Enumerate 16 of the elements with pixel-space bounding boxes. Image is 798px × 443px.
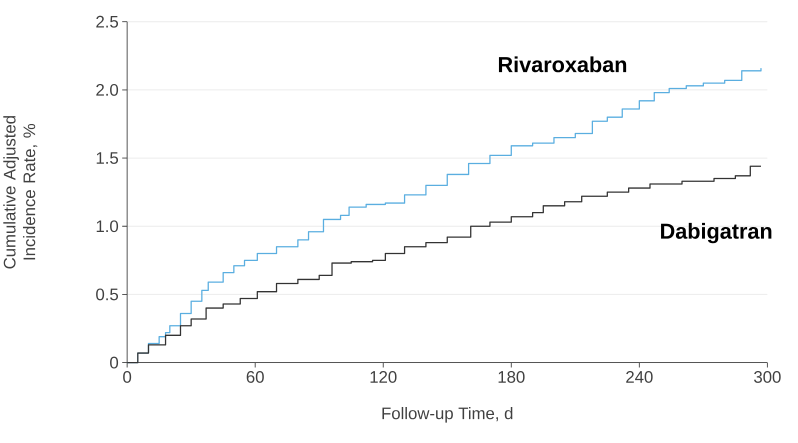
x-axis-title: Follow-up Time, d xyxy=(382,407,512,423)
y-axis-title: Cumulative Adjusted Incidence Rate, % xyxy=(3,116,38,269)
x-tick-label: 0 xyxy=(123,371,132,384)
y-tick-label: 0.5 xyxy=(96,288,118,301)
x-tick-label: 180 xyxy=(498,371,525,384)
x-tick-label: 120 xyxy=(370,371,397,384)
x-tick-label: 240 xyxy=(626,371,653,384)
series-label: Rivaroxaban xyxy=(498,56,626,72)
y-tick-label: 2.5 xyxy=(96,16,118,28)
y-tick-label: 1.0 xyxy=(96,220,118,232)
y-tick-label: 2.0 xyxy=(96,84,118,96)
x-tick-label: 300 xyxy=(754,371,781,384)
series-label: Dabigatran xyxy=(661,223,772,244)
y-tick-label: 0 xyxy=(110,356,118,369)
x-tick-label: 60 xyxy=(246,371,264,384)
y-tick-label: 1.5 xyxy=(96,152,118,164)
